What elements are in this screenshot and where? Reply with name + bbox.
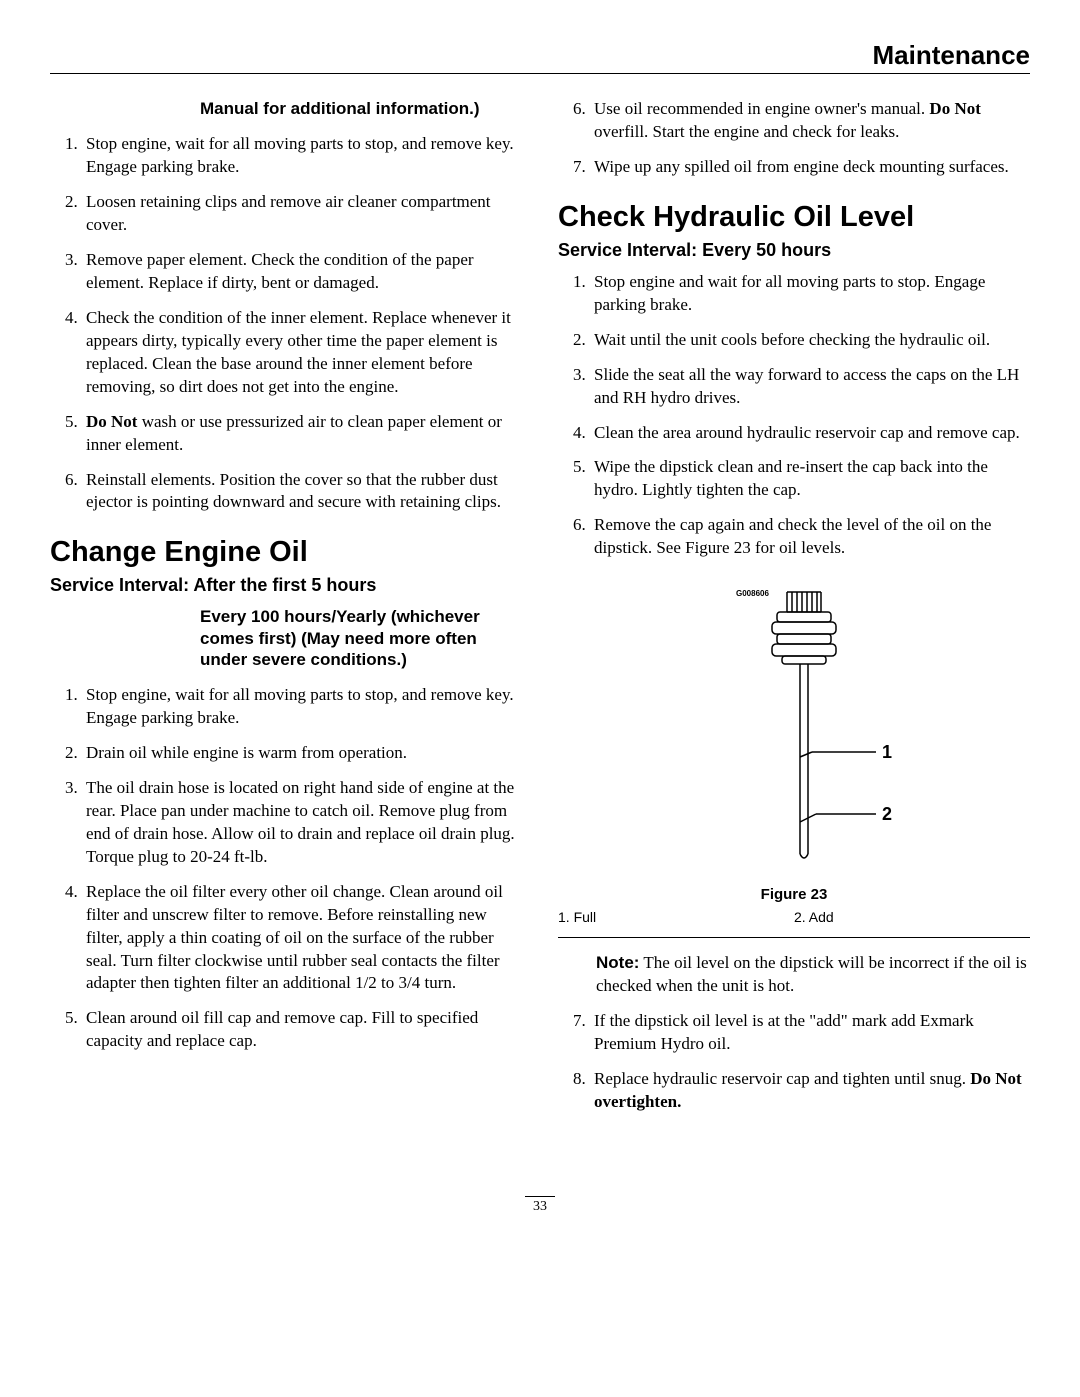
list-item: Remove paper element. Check the conditio…	[82, 249, 522, 295]
air-cleaner-steps: Stop engine, wait for all moving parts t…	[50, 133, 522, 514]
list-item: Use oil recommended in engine owner's ma…	[590, 98, 1030, 144]
figure-caption: Figure 23	[558, 886, 1030, 903]
hydraulic-steps-b: If the dipstick oil level is at the "add…	[558, 1010, 1030, 1114]
figure-code: G008606	[736, 589, 769, 598]
list-item: The oil drain hose is located on right h…	[82, 777, 522, 869]
list-item: Stop engine, wait for all moving parts t…	[82, 133, 522, 179]
list-item: Slide the seat all the way forward to ac…	[590, 364, 1030, 410]
list-item: Wipe the dipstick clean and re-insert th…	[590, 456, 1030, 502]
list-item: If the dipstick oil level is at the "add…	[590, 1010, 1030, 1056]
page-header: Maintenance	[50, 40, 1030, 74]
callout-2: 2	[882, 804, 892, 824]
list-item: Wait until the unit cools before checkin…	[590, 329, 1030, 352]
engine-oil-steps-cont: Use oil recommended in engine owner's ma…	[558, 98, 1030, 179]
list-item: Loosen retaining clips and remove air cl…	[82, 191, 522, 237]
list-item: Replace hydraulic reservoir cap and tigh…	[590, 1068, 1030, 1114]
legend-full: 1. Full	[558, 909, 794, 925]
list-item: Drain oil while engine is warm from oper…	[82, 742, 522, 765]
list-item: Remove the cap again and check the level…	[590, 514, 1030, 560]
hydraulic-steps-a: Stop engine and wait for all moving part…	[558, 271, 1030, 560]
list-item: Check the condition of the inner element…	[82, 307, 522, 399]
divider	[558, 937, 1030, 938]
list-item: Clean the area around hydraulic reservoi…	[590, 422, 1030, 445]
header-title: Maintenance	[873, 40, 1031, 71]
dipstick-illustration: G008606	[644, 582, 944, 882]
page-footer: 33	[50, 1196, 1030, 1215]
list-item: Stop engine and wait for all moving part…	[590, 271, 1030, 317]
continued-subheading: Manual for additional information.)	[200, 98, 522, 119]
hydraulic-interval: Service Interval: Every 50 hours	[558, 240, 1030, 261]
note-text: The oil level on the dipstick will be in…	[596, 953, 1027, 995]
figure-23: G008606	[558, 582, 1030, 903]
note-block: Note: The oil level on the dipstick will…	[596, 952, 1030, 998]
list-item: Stop engine, wait for all moving parts t…	[82, 684, 522, 730]
engine-oil-subinterval: Every 100 hours/Yearly (whichever comes …	[200, 606, 522, 670]
note-label: Note:	[596, 953, 639, 972]
check-hydraulic-heading: Check Hydraulic Oil Level	[558, 201, 1030, 234]
list-item: Wipe up any spilled oil from engine deck…	[590, 156, 1030, 179]
list-item: Reinstall elements. Position the cover s…	[82, 469, 522, 515]
callout-1: 1	[882, 742, 892, 762]
list-item: Clean around oil fill cap and remove cap…	[82, 1007, 522, 1053]
legend-add: 2. Add	[794, 909, 1030, 925]
figure-legend: 1. Full 2. Add	[558, 909, 1030, 925]
content-columns: Manual for additional information.) Stop…	[50, 98, 1030, 1136]
list-item: Replace the oil filter every other oil c…	[82, 881, 522, 996]
change-engine-oil-heading: Change Engine Oil	[50, 536, 522, 569]
page-number: 33	[525, 1196, 555, 1215]
left-column: Manual for additional information.) Stop…	[50, 98, 522, 1136]
engine-oil-steps: Stop engine, wait for all moving parts t…	[50, 684, 522, 1053]
engine-oil-interval: Service Interval: After the first 5 hour…	[50, 575, 522, 596]
list-item: Do Not wash or use pressurized air to cl…	[82, 411, 522, 457]
right-column: Use oil recommended in engine owner's ma…	[558, 98, 1030, 1136]
